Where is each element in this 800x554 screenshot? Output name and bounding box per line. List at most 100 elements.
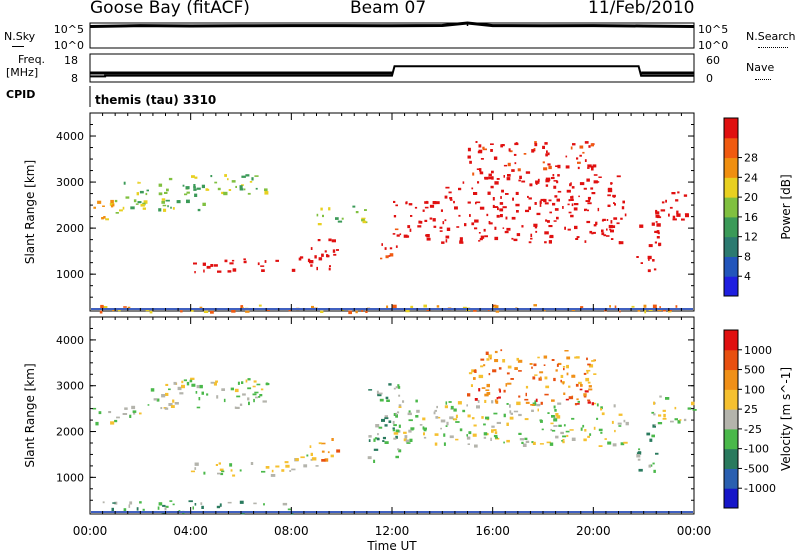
power-echo-cell	[572, 203, 574, 206]
velocity-echo-cell	[587, 436, 590, 438]
power-echo-cell	[479, 150, 483, 152]
nsky-tick-bottom: 10^0	[54, 39, 84, 52]
power-echo-cell	[381, 243, 383, 246]
power-echo-cell	[676, 211, 678, 215]
power-echo-cell	[506, 217, 508, 220]
velocity-echo-cell	[550, 429, 552, 431]
x-tick-label: 04:00	[173, 524, 208, 538]
power-echo-cell	[423, 305, 427, 308]
velocity-echo-cell	[235, 407, 237, 409]
velocity-echo-cell	[469, 372, 472, 374]
velocity-echo-cell	[281, 469, 284, 472]
power-echo-cell	[553, 186, 556, 189]
power-echo-cell	[203, 270, 205, 273]
velocity-echo-cell	[555, 436, 558, 439]
power-echo-cell	[543, 199, 546, 202]
velocity-echo-cell	[494, 429, 497, 431]
velocity-echo-cell	[649, 439, 652, 442]
power-echo-cell	[507, 177, 511, 180]
power-echo-cell	[478, 240, 480, 242]
power-echo-cell	[183, 185, 185, 187]
velocity-echo-cell	[187, 382, 189, 386]
velocity-echo-cell	[197, 385, 200, 388]
velocity-echo-cell	[494, 359, 498, 362]
power-echo-cell	[648, 256, 652, 259]
power-echo-cell	[518, 180, 521, 182]
power-echo-cell	[524, 153, 527, 155]
power-echo-cell	[537, 213, 541, 215]
nave-tick-top: 60	[706, 54, 720, 67]
power-echo-cell	[386, 255, 389, 258]
power-echo-cell	[548, 225, 552, 227]
power-echo-cell	[380, 258, 382, 260]
velocity-echo-cell	[215, 381, 218, 383]
velocity-echo-cell	[236, 407, 240, 409]
power-echo-cell	[110, 200, 114, 203]
power-echo-cell	[119, 209, 123, 211]
power-colorbar-swatch	[724, 118, 738, 138]
velocity-echo-cell	[200, 502, 202, 505]
power-echo-cell	[193, 184, 195, 187]
velocity-echo-cell	[550, 423, 553, 425]
velocity-echo-cell	[561, 375, 564, 378]
velocity-echo-cell	[246, 380, 248, 383]
velocity-echo-cell	[523, 444, 527, 448]
power-echo-cell	[329, 268, 331, 271]
velocity-echo-cell	[197, 407, 201, 409]
power-echo-cell	[530, 234, 532, 237]
power-echo-cell	[569, 199, 571, 201]
velocity-colorbar-swatch	[724, 370, 738, 390]
velocity-echo-cell	[471, 369, 474, 372]
power-echo-cell	[611, 238, 614, 240]
power-echo-cell	[473, 192, 477, 195]
velocity-echo-cell	[574, 357, 577, 359]
power-echo-cell	[484, 235, 488, 237]
velocity-echo-cell	[139, 501, 142, 503]
velocity-echo-cell	[578, 382, 582, 384]
velocity-echo-cell	[449, 416, 453, 419]
velocity-echo-cell	[295, 458, 299, 461]
power-echo-cell	[617, 175, 621, 177]
velocity-colorbar-tick-label: -25	[744, 423, 762, 436]
velocity-echo-cell	[446, 422, 448, 426]
velocity-echo-cell	[408, 413, 412, 416]
power-echo-cell	[139, 182, 141, 184]
velocity-echo-cell	[383, 437, 386, 439]
velocity-echo-cell	[563, 366, 565, 368]
power-echo-cell	[437, 305, 440, 307]
power-echo-cell	[507, 174, 511, 177]
power-echo-cell	[529, 183, 532, 186]
power-echo-cell	[240, 185, 243, 188]
power-echo-cell	[545, 153, 548, 156]
velocity-echo-cell	[178, 387, 182, 390]
velocity-echo-cell	[545, 386, 549, 389]
velocity-echo-cell	[220, 503, 222, 506]
velocity-echo-cell	[453, 418, 457, 420]
power-echo-cell	[588, 197, 591, 200]
power-colorbar-swatch	[724, 237, 738, 257]
power-echo-cell	[406, 201, 408, 204]
power-echo-cell	[503, 206, 507, 208]
power-echo-cell	[540, 204, 542, 207]
power-echo-cell	[450, 199, 453, 201]
power-echo-cell	[261, 269, 265, 272]
velocity-echo-cell	[165, 384, 168, 386]
velocity-echo-cell	[440, 428, 442, 430]
power-echo-cell	[163, 209, 166, 212]
velocity-echo-cell	[406, 442, 410, 444]
power-echo-cell	[186, 186, 190, 189]
power-echo-cell	[483, 149, 487, 151]
power-echo-cell	[606, 235, 610, 237]
power-echo-cell	[141, 204, 145, 207]
power-echo-cell	[241, 176, 246, 178]
power-echo-cell	[130, 206, 134, 209]
velocity-echo-cell	[557, 364, 559, 367]
velocity-echo-cell	[435, 443, 438, 446]
power-echo-cell	[169, 178, 172, 180]
velocity-echo-cell	[588, 401, 591, 403]
power-echo-cell	[316, 267, 318, 270]
velocity-echo-cell	[618, 423, 622, 425]
power-echo-cell	[652, 259, 655, 262]
velocity-echo-cell	[133, 410, 137, 413]
